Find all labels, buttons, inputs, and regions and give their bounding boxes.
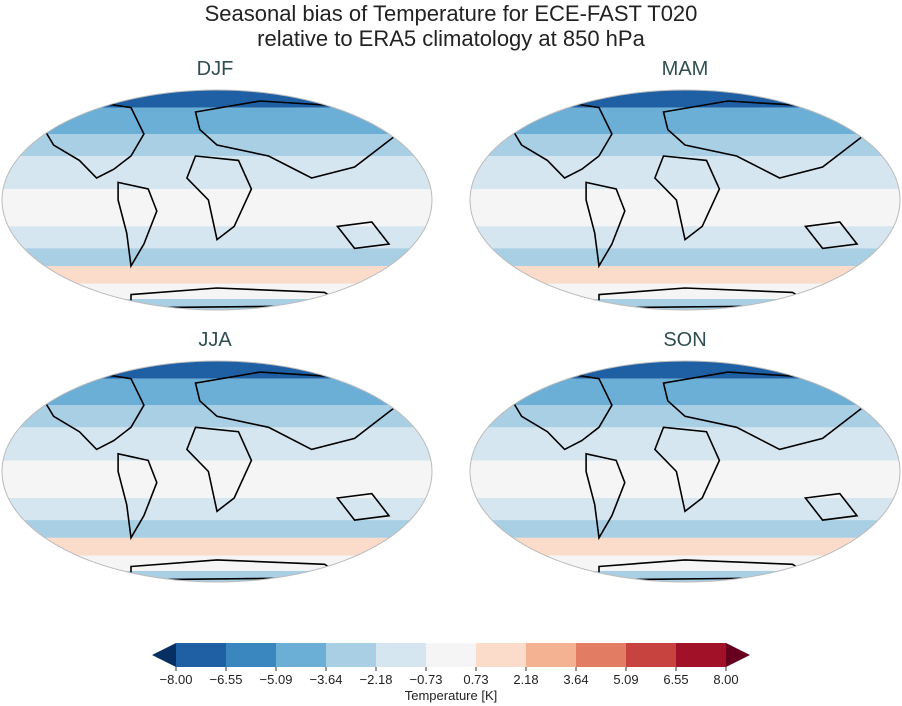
panel-title-djf: DJF [196, 58, 234, 80]
bias-band [2, 361, 432, 379]
bias-band [470, 555, 900, 571]
colorbar-extend-min [152, 643, 176, 667]
colorbar-tick-label: 6.55 [663, 672, 689, 687]
map-border [469, 360, 901, 583]
bias-band [2, 460, 432, 499]
bias-band [2, 537, 432, 556]
bias-band [470, 248, 900, 266]
coastline [803, 221, 859, 250]
coastline [335, 492, 391, 521]
map-border [469, 89, 901, 311]
bias-band [2, 189, 432, 227]
colorbar-tick-label: −3.64 [309, 672, 343, 687]
colorbar-segment [226, 643, 277, 667]
colorbar-segment [376, 643, 427, 667]
title-line-1: Seasonal bias of Temperature for ECE-FAS… [204, 1, 698, 26]
colorbar-tick-label: −8.00 [159, 672, 193, 687]
bias-band [470, 90, 900, 108]
coastline [653, 155, 721, 242]
map-panel-djf [2, 90, 432, 310]
coastline [117, 181, 158, 269]
colorbar-tick-label: 8.00 [713, 672, 739, 687]
bias-band [470, 189, 900, 227]
colorbar-tick-label: −2.18 [359, 672, 393, 687]
colorbar [152, 643, 750, 671]
bias-band [470, 361, 900, 379]
colorbar-tick-label: 3.64 [563, 672, 589, 687]
bias-band [2, 266, 432, 284]
colorbar-tick-label: 2.18 [513, 672, 539, 687]
bias-band [2, 570, 432, 582]
bias-band [470, 520, 900, 538]
coastline [585, 181, 626, 269]
map-border [1, 360, 433, 583]
bias-band [2, 283, 432, 299]
coastline [185, 155, 253, 242]
coastline [662, 100, 867, 179]
coastline [194, 371, 399, 451]
colorbar-segment [176, 643, 227, 667]
map-panel-jja [2, 361, 432, 582]
map-border [1, 89, 433, 311]
colorbar-tick-label: −6.55 [209, 672, 243, 687]
panel-title-mam: MAM [661, 58, 709, 80]
bias-band [2, 248, 432, 266]
bias-band [2, 156, 432, 189]
bias-band [2, 520, 432, 538]
colorbar-segment [426, 643, 477, 667]
bias-band [470, 378, 900, 406]
colorbar-tick-label: 5.09 [613, 672, 639, 687]
colorbar-label: Temperature [K] [404, 688, 498, 703]
colorbar-segment [626, 643, 677, 667]
map-panel-mam [470, 90, 900, 310]
colorbar-segment [676, 643, 727, 667]
colorbar-segment [526, 643, 577, 667]
bias-band [470, 299, 900, 310]
bias-band [470, 570, 900, 582]
coastline [117, 452, 158, 541]
bias-band [470, 460, 900, 499]
colorbar-tick-label: −5.09 [259, 672, 293, 687]
coastline [653, 426, 721, 513]
bias-band [2, 90, 432, 108]
colorbar-extend-max [726, 643, 750, 667]
bias-band [470, 427, 900, 461]
coastline [803, 492, 859, 521]
bias-band [470, 107, 900, 134]
colorbar-tick-label: −0.73 [409, 672, 443, 687]
bias-band [2, 427, 432, 461]
panel-title-jja: JJA [198, 329, 232, 351]
coastline [585, 452, 626, 541]
colorbar-segment [576, 643, 627, 667]
panel-title-son: SON [663, 329, 707, 351]
title-line-2: relative to ERA5 climatology at 850 hPa [257, 26, 645, 51]
bias-band [2, 555, 432, 571]
coastline [662, 371, 867, 451]
bias-band [2, 299, 432, 310]
bias-band [470, 537, 900, 556]
bias-band [470, 266, 900, 284]
colorbar-segment [276, 643, 327, 667]
colorbar-segment [476, 643, 527, 667]
bias-band [2, 107, 432, 134]
coastline [194, 100, 399, 179]
bias-band [470, 283, 900, 299]
bias-band [470, 156, 900, 189]
colorbar-tick-label: 0.73 [463, 672, 489, 687]
coastline [335, 221, 391, 250]
map-panel-son [470, 361, 900, 582]
colorbar-segment [326, 643, 377, 667]
bias-band [2, 378, 432, 406]
figure-title: Seasonal bias of Temperature for ECE-FAS… [0, 1, 902, 51]
coastline [185, 426, 253, 513]
